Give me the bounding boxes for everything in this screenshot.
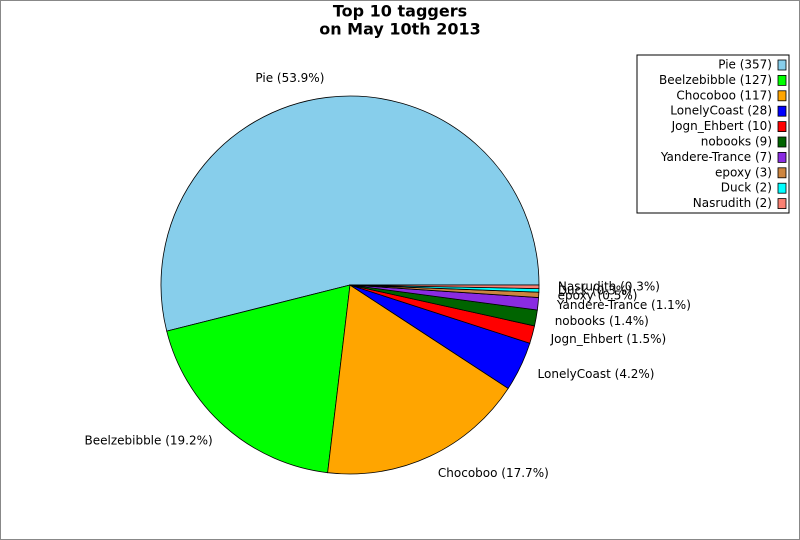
legend-swatch xyxy=(777,167,787,179)
legend-swatch xyxy=(777,136,787,148)
legend-label: Nasrudith (2) xyxy=(693,196,772,210)
legend-swatch xyxy=(777,90,787,102)
legend-swatch xyxy=(777,198,787,210)
legend-label: Pie (357) xyxy=(718,58,772,72)
legend-swatch xyxy=(777,151,787,163)
slice-label: Pie (53.9%) xyxy=(255,71,324,85)
slice-label: Beelzebibble (19.2%) xyxy=(84,434,212,448)
chart-title: Top 10 taggers xyxy=(333,2,467,21)
legend-label: epoxy (3) xyxy=(715,165,772,179)
pie-slice xyxy=(166,284,351,474)
legend-swatch xyxy=(777,75,787,86)
pie-slice xyxy=(327,284,509,475)
chart-subtitle: on May 10th 2013 xyxy=(319,20,481,39)
pie-slice xyxy=(160,95,540,332)
legend-label: Chocoboo (117) xyxy=(676,88,772,102)
slice-label: Yandere-Trance (1.1%) xyxy=(556,298,691,312)
legend-label: Beelzebibble (127) xyxy=(659,73,772,87)
legend-swatch xyxy=(777,59,787,71)
slice-label: Chocoboo (17.7%) xyxy=(438,466,549,480)
legend-swatch xyxy=(777,121,787,132)
legend-label: Jogn_Ehbert (10) xyxy=(671,119,772,133)
slice-label: Nasrudith (0.3%) xyxy=(558,279,660,293)
legend-label: nobooks (9) xyxy=(701,135,772,149)
slice-label: epoxy (0.5%) xyxy=(558,288,638,302)
legend-label: LonelyCoast (28) xyxy=(670,104,772,118)
legend-box xyxy=(636,54,790,214)
slice-label: Duck (0.3%) xyxy=(558,283,632,297)
legend-label: Duck (2) xyxy=(721,181,772,195)
slice-label: LonelyCoast (4.2%) xyxy=(538,367,655,381)
legend-label: Yandere-Trance (7) xyxy=(660,150,772,164)
slice-label: nobooks (1.4%) xyxy=(555,314,649,328)
legend-swatch xyxy=(777,182,787,194)
pie-slice xyxy=(349,284,540,289)
slice-label: Jogn_Ehbert (1.5%) xyxy=(550,332,667,346)
legend-swatch xyxy=(777,105,787,117)
